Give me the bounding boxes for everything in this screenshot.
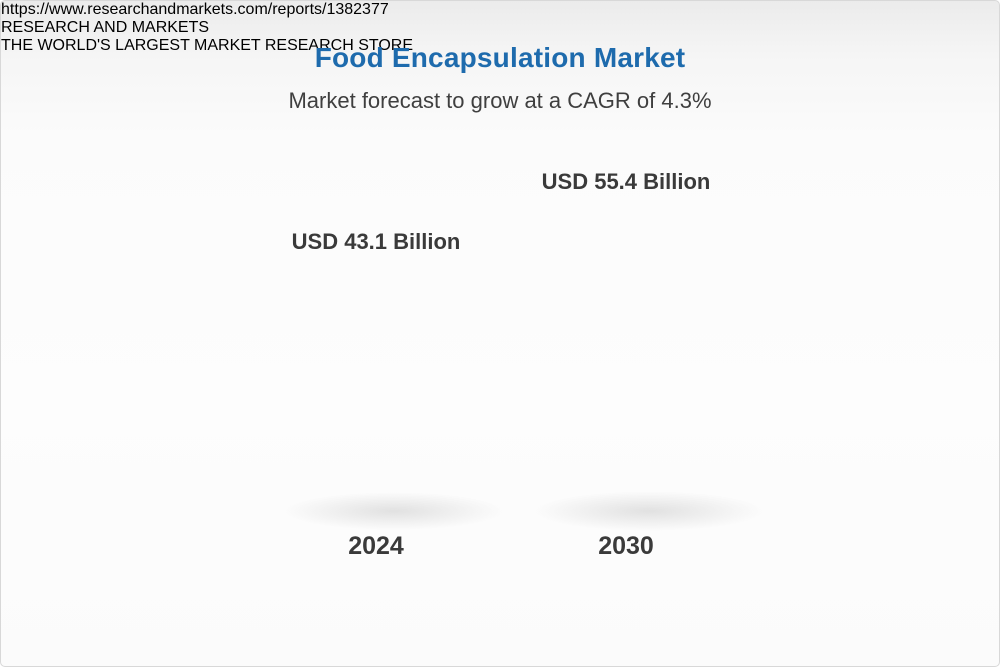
value-label-2024: USD 43.1 Billion <box>291 229 461 254</box>
research-and-markets-logo: RESEARCH AND MARKETS THE WORLD'S LARGEST… <box>1 19 999 55</box>
logo-word-and: AND <box>93 19 128 36</box>
chart-subtitle: Market forecast to grow at a CAGR of 4.3… <box>288 88 712 113</box>
bar-shadow-2030 <box>529 490 769 532</box>
bar-2024-cylinder <box>293 267 459 513</box>
bar-2030-cylinder <box>541 206 711 513</box>
report-url: https://www.researchandmarkets.com/repor… <box>1 1 389 18</box>
chart-title: Food Encapsulation Market <box>314 42 686 73</box>
logo-wordmark: RESEARCH AND MARKETS <box>1 19 999 37</box>
logo-word-markets: MARKETS <box>131 19 210 36</box>
logo-tagline: THE WORLD'S LARGEST MARKET RESEARCH STOR… <box>1 37 414 54</box>
x-axis-label-2030: 2030 <box>598 532 654 560</box>
logo-word-research: RESEARCH <box>1 19 90 36</box>
x-axis-label-2024: 2024 <box>348 532 404 560</box>
bar-shadow-2024 <box>279 491 509 531</box>
value-label-2030: USD 55.4 Billion <box>541 169 711 194</box>
